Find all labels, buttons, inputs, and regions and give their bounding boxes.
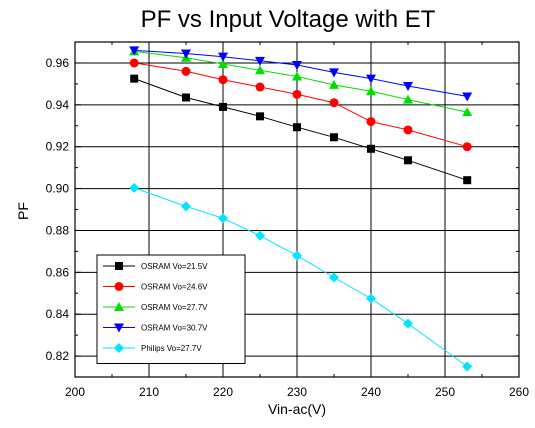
marker-circle [114, 282, 124, 291]
marker-circle [218, 75, 228, 85]
marker-triangle-down [329, 68, 339, 78]
marker-square [219, 102, 227, 111]
marker-triangle-up [366, 86, 376, 96]
marker-triangle-up [114, 302, 124, 311]
marker-diamond [218, 213, 228, 224]
x-tick-label: 250 [435, 385, 455, 399]
legend: OSRAM Vo=21.5V OSRAM Vo=24.6V OSRAM Vo=27.… [96, 254, 246, 364]
marker-diamond [462, 361, 473, 372]
series-markers [129, 46, 473, 372]
marker-circle [129, 58, 139, 68]
marker-circle [181, 66, 191, 76]
axis-ticks [74, 41, 520, 378]
marker-triangle-down [181, 49, 191, 59]
marker-triangle-down [366, 74, 376, 84]
marker-triangle-down [129, 46, 140, 56]
y-tick-label: 0.92 [46, 140, 70, 154]
x-tick-label: 240 [361, 385, 381, 399]
y-tick-labels: 0.82 0.84 0.86 0.88 0.90 0.92 0.94 0.96 [46, 56, 70, 363]
marker-square [463, 176, 472, 185]
x-axis-label: Vin-ac(V) [268, 401, 326, 417]
chart-title: PF vs Input Voltage with ET [141, 6, 436, 33]
marker-triangle-up [292, 71, 302, 81]
marker-diamond [129, 182, 140, 193]
marker-square [293, 123, 301, 132]
marker-square [367, 144, 375, 153]
marker-circle [292, 89, 302, 99]
x-tick-labels: 200 210 220 230 240 250 260 [65, 385, 529, 399]
marker-triangle-down [218, 52, 228, 62]
marker-square [404, 156, 412, 165]
marker-triangle-down [403, 81, 413, 91]
marker-circle [366, 117, 376, 127]
marker-square [115, 262, 123, 270]
marker-circle [329, 98, 339, 108]
legend-label: Philips Vo=27.7V [141, 344, 202, 353]
x-tick-label: 210 [139, 385, 159, 399]
marker-diamond [366, 293, 376, 304]
marker-diamond [403, 318, 413, 329]
legend-label: OSRAM Vo=21.5V [141, 262, 208, 271]
y-tick-label: 0.82 [46, 349, 70, 363]
marker-square [256, 112, 264, 121]
marker-triangle-up [255, 65, 265, 75]
y-tick-label: 0.96 [46, 56, 70, 70]
marker-triangle-up [403, 94, 413, 104]
marker-diamond [292, 250, 302, 261]
y-axis-label: PF [15, 202, 31, 220]
marker-triangle-down [462, 92, 473, 102]
marker-square [182, 93, 190, 102]
y-tick-label: 0.88 [46, 223, 70, 237]
marker-diamond [181, 201, 191, 212]
marker-circle [255, 82, 265, 92]
legend-label: OSRAM Vo=24.6V [141, 283, 208, 292]
marker-circle [403, 125, 413, 135]
x-tick-label: 230 [287, 385, 307, 399]
y-tick-label: 0.84 [46, 307, 70, 321]
x-tick-label: 200 [65, 385, 85, 399]
marker-triangle-up [218, 58, 228, 68]
y-tick-label: 0.94 [46, 98, 70, 112]
marker-triangle-down [292, 61, 302, 71]
marker-triangle-up [462, 107, 473, 117]
marker-square [130, 74, 139, 83]
marker-diamond [255, 230, 265, 241]
marker-diamond [329, 272, 339, 283]
marker-diamond [114, 343, 124, 353]
legend-label: OSRAM Vo=30.7V [141, 324, 208, 333]
marker-triangle-down [114, 323, 124, 333]
marker-triangle-down [255, 56, 265, 66]
marker-triangle-up [329, 79, 339, 89]
marker-circle [462, 142, 472, 152]
y-tick-label: 0.86 [46, 265, 70, 279]
marker-square [330, 133, 338, 142]
legend-label: OSRAM Vo=27.7V [141, 303, 208, 312]
x-tick-label: 220 [213, 385, 233, 399]
x-tick-label: 260 [509, 385, 529, 399]
y-tick-label: 0.90 [46, 182, 70, 196]
